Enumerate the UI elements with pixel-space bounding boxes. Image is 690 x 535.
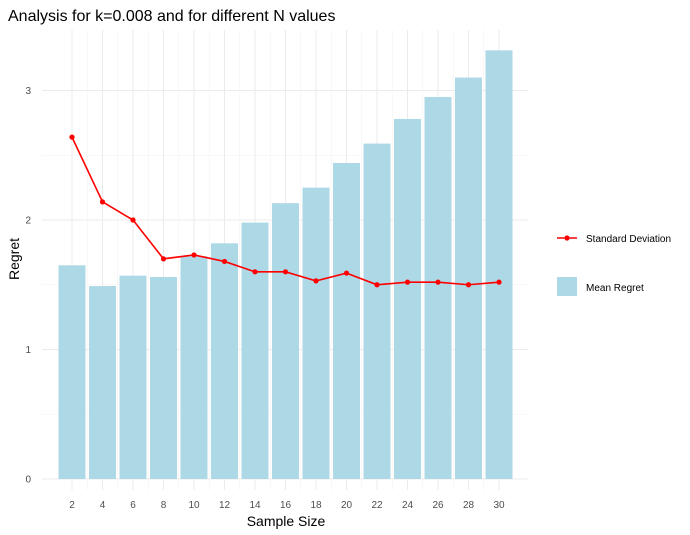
x-tick-label: 2 xyxy=(69,500,75,511)
bar-mean-regret xyxy=(241,222,269,479)
legend-label-mean-regret: Mean Regret xyxy=(586,283,644,294)
y-axis-title: Regret xyxy=(6,238,22,280)
x-tick-label: 26 xyxy=(432,500,444,511)
bar-mean-regret xyxy=(119,275,147,479)
bar-mean-regret xyxy=(302,187,330,479)
point-standard-deviation xyxy=(343,270,350,276)
bar-mean-regret xyxy=(424,96,452,479)
chart-title: Analysis for k=0.008 and for different N… xyxy=(8,8,335,25)
legend-label-standard-deviation: Standard Deviation xyxy=(586,234,671,245)
x-tick-label: 8 xyxy=(161,500,167,511)
bar-mean-regret xyxy=(180,256,208,479)
point-standard-deviation xyxy=(313,278,319,284)
y-tick-label: 2 xyxy=(25,216,31,227)
x-axis-ticks: 2 4 6 8 10 12 14 16 18 20 22 24 26 28 30 xyxy=(69,500,505,511)
bar-mean-regret xyxy=(58,265,86,479)
x-tick-label: 12 xyxy=(219,500,231,511)
x-tick-label: 16 xyxy=(280,500,292,511)
x-tick-label: 28 xyxy=(463,500,475,511)
bar-mean-regret xyxy=(211,243,238,479)
x-tick-label: 14 xyxy=(249,500,261,511)
bar-mean-regret xyxy=(89,286,116,479)
y-tick-label: 0 xyxy=(25,475,31,486)
x-tick-label: 24 xyxy=(402,500,414,511)
point-standard-deviation xyxy=(435,279,441,285)
point-standard-deviation xyxy=(252,269,258,275)
point-standard-deviation xyxy=(69,134,75,140)
legend-item-mean-regret: Mean Regret xyxy=(557,277,644,296)
point-standard-deviation xyxy=(282,269,289,275)
line-series xyxy=(69,134,502,288)
y-tick-label: 3 xyxy=(25,86,31,97)
point-standard-deviation xyxy=(191,252,197,258)
x-tick-label: 20 xyxy=(341,500,353,511)
x-tick-label: 30 xyxy=(493,500,505,511)
bar-mean-regret xyxy=(150,276,177,479)
legend-item-standard-deviation: Standard Deviation xyxy=(557,234,671,245)
point-standard-deviation xyxy=(496,279,502,285)
point-standard-deviation xyxy=(374,282,380,288)
point-standard-deviation xyxy=(160,256,167,262)
bar-mean-regret xyxy=(363,143,391,479)
x-tick-label: 10 xyxy=(188,500,200,511)
x-axis-title: Sample Size xyxy=(247,513,326,529)
legend-bar-swatch xyxy=(557,277,577,296)
point-standard-deviation xyxy=(221,258,228,265)
bar-mean-regret xyxy=(485,50,513,479)
point-standard-deviation xyxy=(404,279,411,285)
bar-mean-regret xyxy=(455,77,482,480)
point-standard-deviation xyxy=(465,282,472,288)
x-tick-label: 4 xyxy=(100,500,106,511)
bar-mean-regret xyxy=(333,163,360,479)
x-tick-label: 18 xyxy=(310,500,322,511)
bar-mean-regret xyxy=(394,118,421,480)
y-axis-ticks: 0 1 2 3 xyxy=(25,86,31,486)
legend-point-swatch xyxy=(564,235,570,241)
legend: Standard Deviation Mean Regret xyxy=(557,234,671,296)
point-standard-deviation xyxy=(99,199,106,205)
y-tick-label: 1 xyxy=(25,345,31,356)
bar-series xyxy=(58,50,513,480)
bar-mean-regret xyxy=(272,203,299,480)
point-standard-deviation xyxy=(130,217,136,223)
x-tick-label: 22 xyxy=(371,500,383,511)
x-tick-label: 6 xyxy=(130,500,136,511)
